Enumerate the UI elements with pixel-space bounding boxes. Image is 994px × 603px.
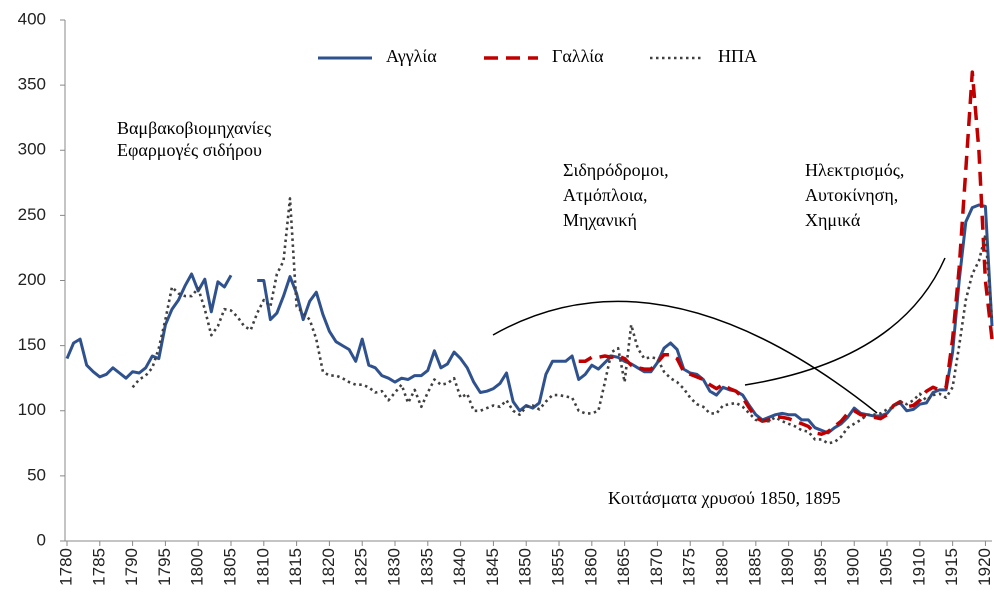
annotation: Σιδηρόδρομοι, — [563, 160, 669, 180]
y-tick-label: 0 — [37, 530, 46, 549]
y-tick-label: 100 — [18, 400, 46, 419]
y-tick-label: 350 — [18, 75, 46, 94]
x-tick-label: 1800 — [188, 548, 207, 586]
x-tick-label: 1900 — [844, 548, 863, 586]
x-tick-label: 1810 — [253, 548, 272, 586]
annotation: Εφαρμογές σιδήρου — [117, 140, 262, 160]
x-tick-label: 1880 — [713, 548, 732, 586]
annotation: Ατμόπλοια, — [563, 185, 647, 205]
y-tick-label: 150 — [18, 335, 46, 354]
x-tick-label: 1790 — [122, 548, 141, 586]
x-tick-label: 1825 — [352, 548, 371, 586]
y-tick-label: 50 — [27, 465, 46, 484]
x-tick-label: 1780 — [56, 548, 75, 586]
x-tick-label: 1850 — [516, 548, 535, 586]
y-tick-label: 300 — [18, 140, 46, 159]
x-tick-label: 1920 — [975, 548, 994, 586]
wave-arc — [492, 300, 878, 414]
x-tick-label: 1875 — [680, 548, 699, 586]
x-tick-label: 1860 — [581, 548, 600, 586]
series-line — [131, 197, 994, 445]
annotation: Αυτοκίνηση, — [805, 185, 898, 205]
x-tick-label: 1890 — [778, 548, 797, 586]
x-tick-label: 1795 — [155, 548, 174, 586]
x-tick-label: 1830 — [384, 548, 403, 586]
annotation: Κοιτάσματα χρυσού 1850, 1895 — [608, 488, 840, 508]
series-line — [578, 70, 994, 436]
legend-label: ΗΠΑ — [718, 46, 757, 66]
x-tick-label: 1840 — [450, 548, 469, 586]
x-tick-label: 1820 — [319, 548, 338, 586]
x-tick-label: 1905 — [877, 548, 896, 586]
wave-arc — [744, 257, 946, 386]
x-tick-label: 1910 — [909, 548, 928, 586]
annotation: Χημικά — [805, 210, 861, 230]
annotation: Βαμβακοβιομηχανίες — [117, 118, 271, 138]
x-tick-label: 1845 — [483, 548, 502, 586]
y-tick-label: 400 — [18, 9, 46, 28]
legend-label: Γαλλία — [552, 46, 604, 66]
annotation: Ηλεκτρισμός, — [805, 160, 904, 180]
y-tick-label: 250 — [18, 205, 46, 224]
annotation: Μηχανική — [563, 210, 637, 230]
x-tick-label: 1815 — [286, 548, 305, 586]
x-tick-label: 1855 — [549, 548, 568, 586]
x-tick-label: 1785 — [89, 548, 108, 586]
x-tick-label: 1895 — [811, 548, 830, 586]
x-tick-label: 1915 — [942, 548, 961, 586]
x-tick-label: 1805 — [220, 548, 239, 586]
legend-label: Αγγλία — [386, 46, 437, 66]
x-tick-label: 1885 — [745, 548, 764, 586]
y-tick-label: 200 — [18, 270, 46, 289]
x-tick-label: 1870 — [647, 548, 666, 586]
x-tick-label: 1835 — [417, 548, 436, 586]
x-tick-label: 1865 — [614, 548, 633, 586]
series-line — [65, 203, 994, 435]
